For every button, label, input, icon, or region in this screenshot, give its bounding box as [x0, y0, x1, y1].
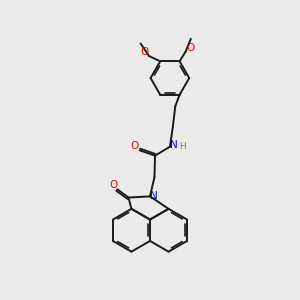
Text: O: O: [109, 180, 117, 190]
Text: O: O: [187, 43, 195, 53]
Text: O: O: [131, 141, 139, 151]
Text: H: H: [179, 142, 186, 151]
Text: N: N: [169, 140, 177, 150]
Text: N: N: [150, 191, 158, 201]
Text: O: O: [140, 47, 148, 57]
